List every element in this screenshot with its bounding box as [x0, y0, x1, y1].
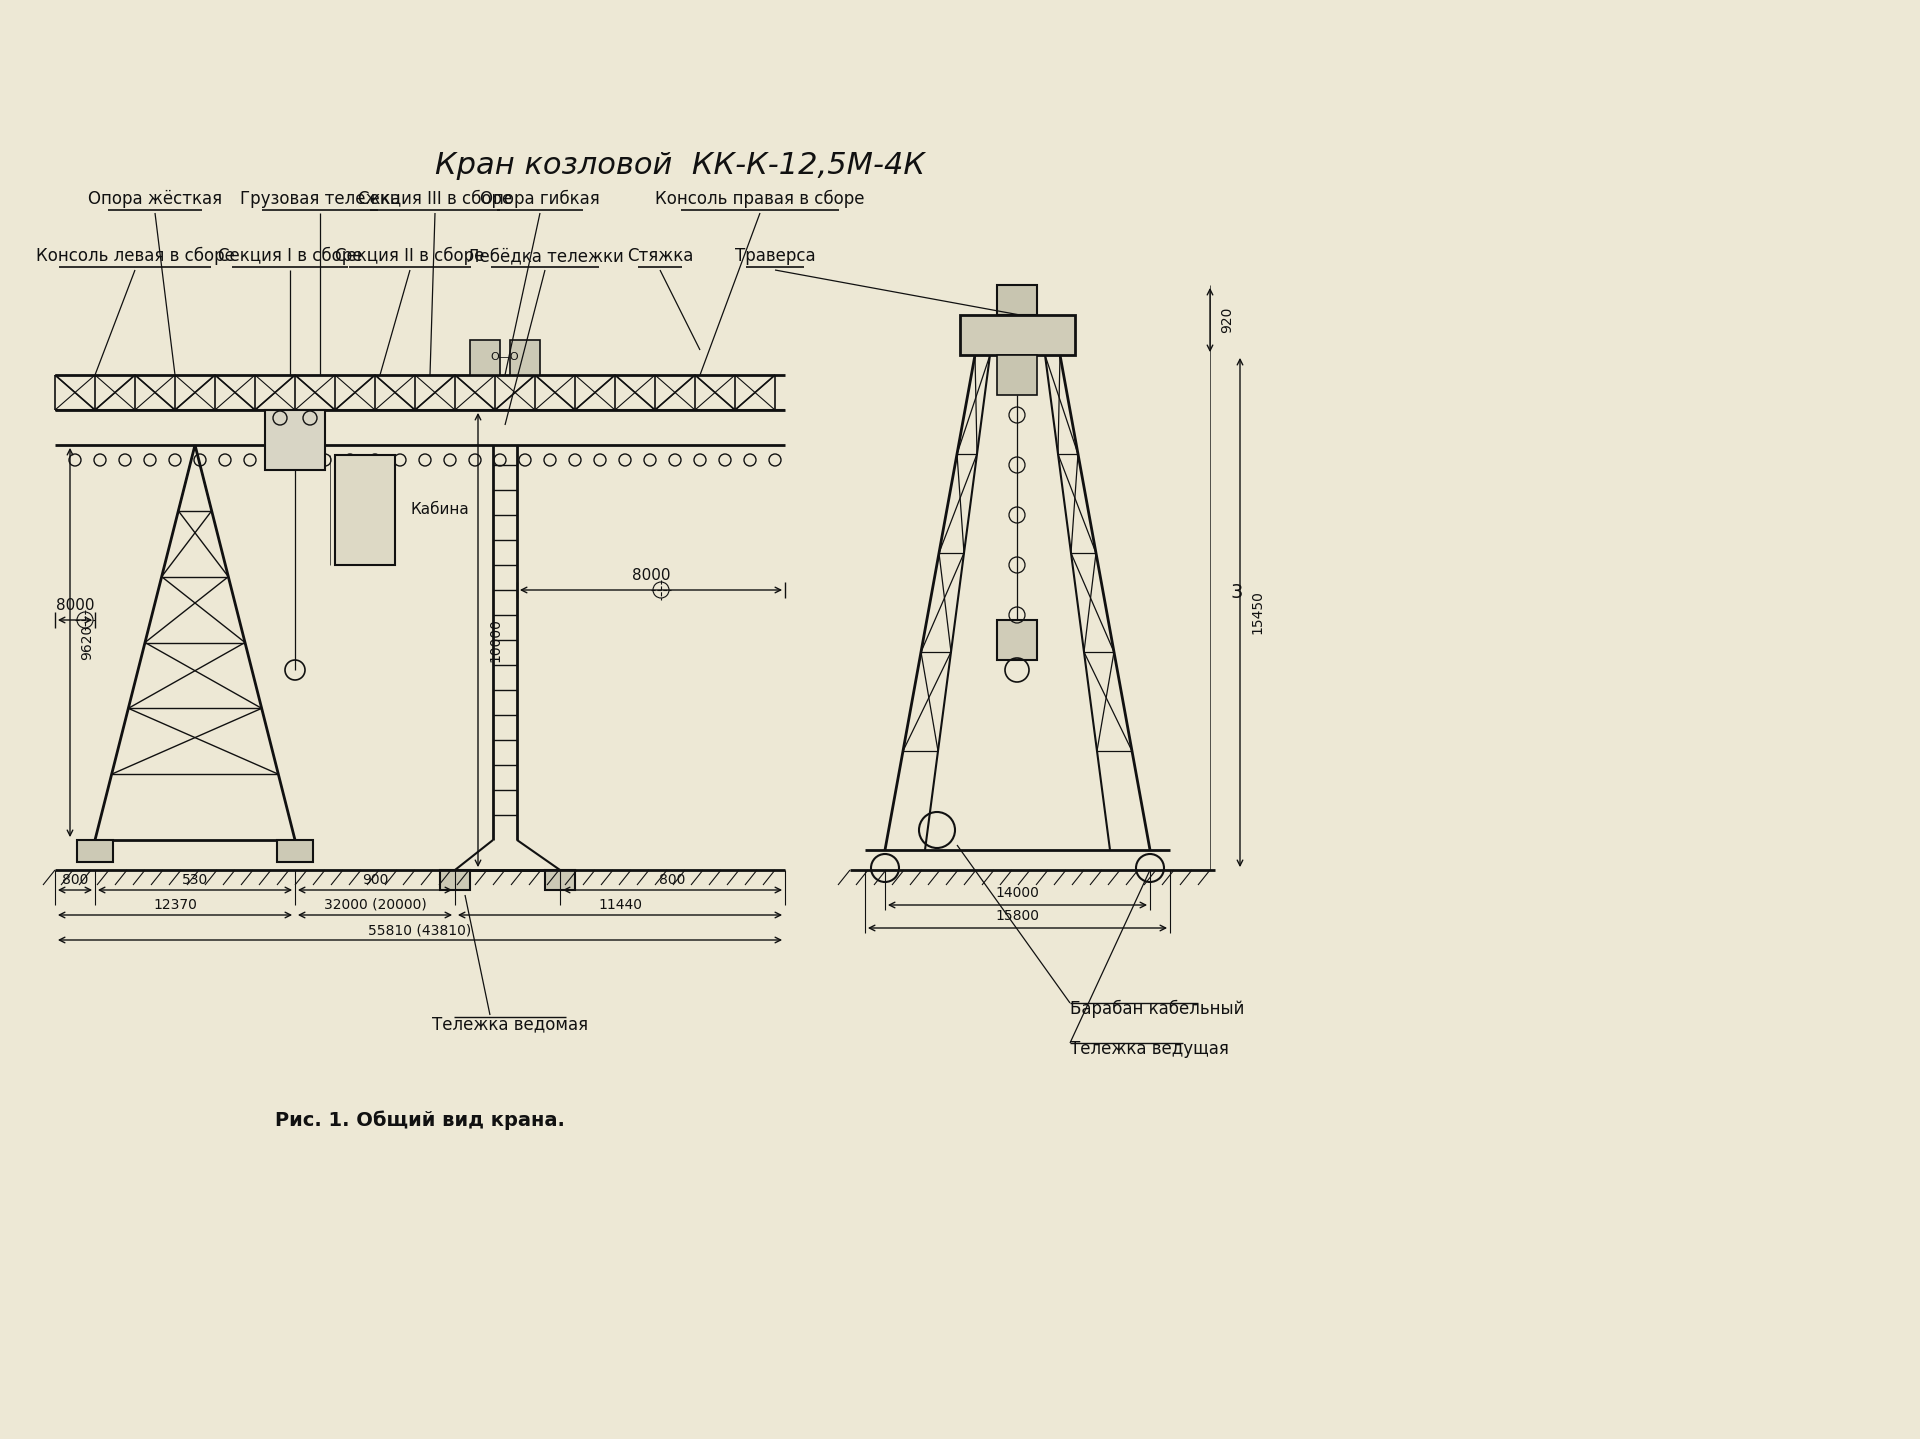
Text: Лебёдка тележки: Лебёдка тележки — [467, 248, 624, 265]
Text: 12370: 12370 — [154, 898, 198, 912]
Text: 15800: 15800 — [995, 909, 1039, 922]
Text: Стяжка: Стяжка — [626, 248, 693, 265]
Text: Опора жёсткая: Опора жёсткая — [88, 190, 223, 209]
Text: 800: 800 — [61, 873, 88, 886]
Bar — [276, 840, 313, 862]
Text: 900: 900 — [361, 873, 388, 886]
Text: 8000: 8000 — [632, 567, 670, 583]
Text: 530: 530 — [182, 873, 207, 886]
Bar — [996, 285, 1037, 315]
Text: 8000: 8000 — [56, 597, 94, 613]
Bar — [996, 620, 1037, 661]
Text: 800: 800 — [659, 873, 685, 886]
Text: 920: 920 — [1219, 307, 1235, 334]
Text: Консоль правая в сборе: Консоль правая в сборе — [655, 190, 864, 209]
Bar — [334, 455, 396, 566]
Text: Консоль левая в сборе: Консоль левая в сборе — [36, 246, 234, 265]
Text: Кран козловой  КК-К-12,5М-4К: Кран козловой КК-К-12,5М-4К — [436, 151, 925, 180]
Text: Секция II в сборе: Секция II в сборе — [336, 246, 484, 265]
Text: 32000 (20000): 32000 (20000) — [324, 898, 426, 912]
Text: Тележка ведущая: Тележка ведущая — [1069, 1040, 1229, 1058]
Text: Траверса: Траверса — [735, 248, 816, 265]
Text: Барабан кабельный: Барабан кабельный — [1069, 1000, 1244, 1019]
Text: Грузовая тележка: Грузовая тележка — [240, 190, 399, 209]
Text: Тележка ведомая: Тележка ведомая — [432, 1014, 588, 1033]
Bar — [960, 315, 1075, 355]
Text: 11440: 11440 — [597, 898, 641, 912]
Bar — [545, 871, 574, 889]
Text: 10000: 10000 — [488, 619, 501, 662]
Bar — [996, 355, 1037, 394]
Text: Кабина: Кабина — [411, 502, 468, 518]
Text: 14000: 14000 — [995, 886, 1039, 899]
Text: 55810 (43810): 55810 (43810) — [369, 922, 472, 937]
Bar — [470, 340, 499, 376]
Text: 3: 3 — [1231, 583, 1242, 602]
Text: 15450: 15450 — [1250, 590, 1263, 635]
Bar — [265, 410, 324, 471]
Text: Секция III в сборе: Секция III в сборе — [357, 190, 513, 209]
Text: Опора гибкая: Опора гибкая — [480, 190, 599, 209]
Text: Секция I в сборе: Секция I в сборе — [217, 246, 363, 265]
Text: O—O: O—O — [492, 353, 518, 363]
Bar — [77, 840, 113, 862]
Bar — [440, 871, 470, 889]
Text: Рис. 1. Общий вид крана.: Рис. 1. Общий вид крана. — [275, 1111, 564, 1130]
Text: 9620: 9620 — [81, 625, 94, 661]
Bar — [511, 340, 540, 376]
